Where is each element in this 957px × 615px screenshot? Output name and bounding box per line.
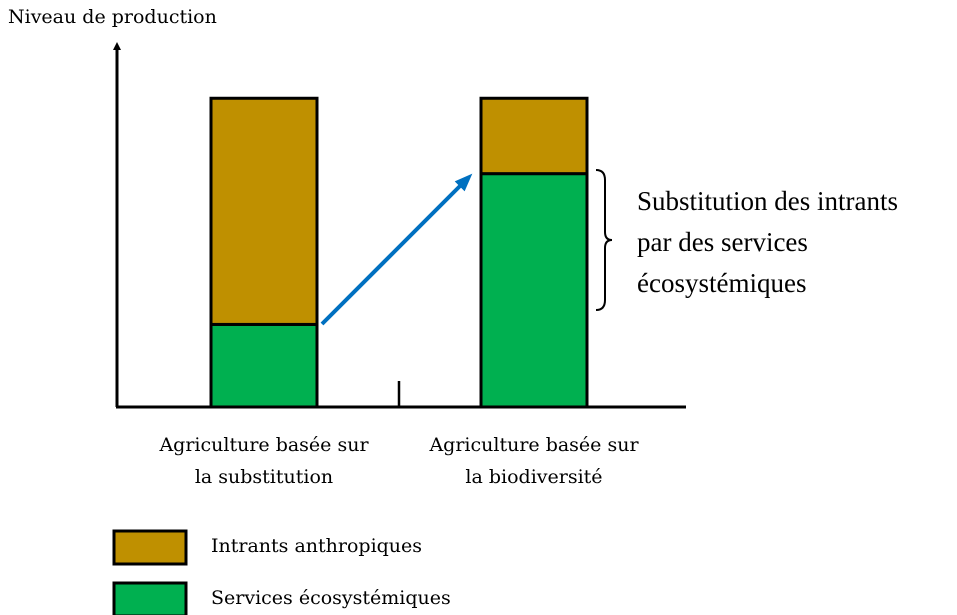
legend: Intrants anthropiques Services écosystémi… — [112, 529, 451, 615]
bar-segment — [479, 96, 589, 176]
bar-segment — [209, 322, 319, 409]
arrow — [320, 173, 473, 326]
annotation: Substitution des intrants par des service… — [637, 186, 898, 298]
annotation-line: Substitution des intrants — [637, 186, 898, 216]
bar-segment — [479, 172, 589, 409]
annotation-line: par des services — [637, 227, 808, 257]
legend-swatch — [112, 581, 188, 615]
bars — [209, 96, 589, 409]
legend-swatch — [112, 529, 188, 566]
x-tick-label: Agriculture basée sur — [428, 434, 639, 456]
legend-label: Services écosystémiques — [211, 587, 451, 609]
legend-label: Intrants anthropiques — [211, 535, 422, 557]
bracket — [595, 169, 613, 311]
x-tick-label: la substitution — [195, 466, 333, 488]
x-tick-label: Agriculture basée sur — [158, 434, 369, 456]
bar-segment — [209, 96, 319, 326]
x-tick-label: la biodiversité — [465, 466, 602, 488]
annotation-line: écosystémiques — [637, 268, 806, 298]
y-axis-label: Niveau de production — [8, 6, 217, 28]
